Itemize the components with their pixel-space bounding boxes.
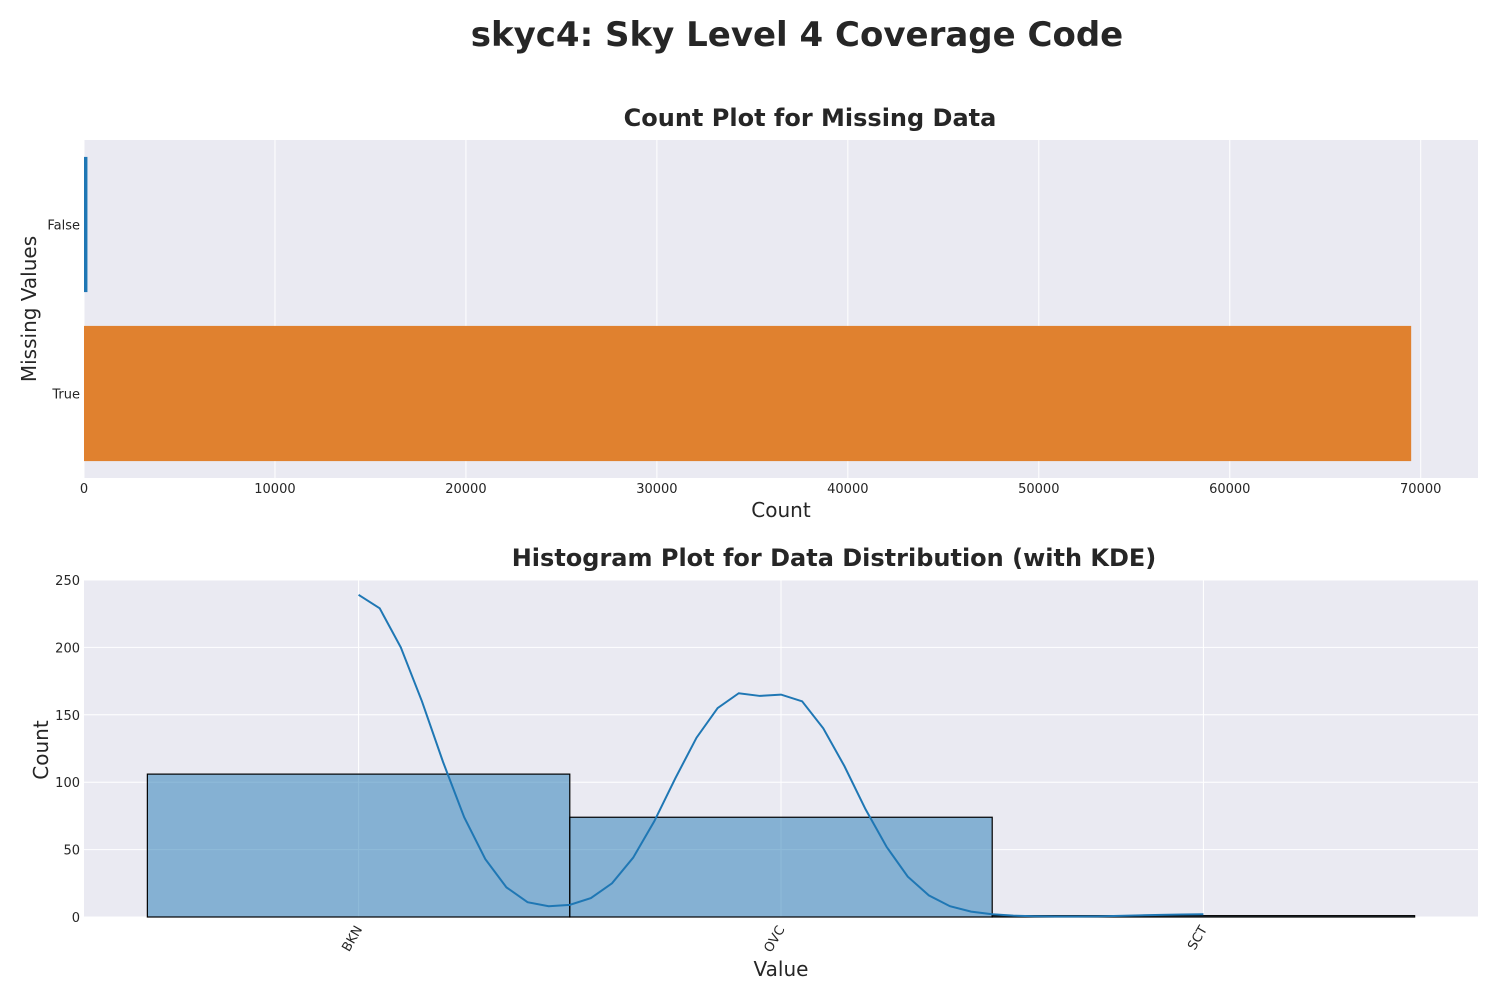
- histogram-kde-line: [358, 593, 1204, 918]
- histogram-x-tick-label: OVC: [761, 924, 788, 956]
- histogram-title: Histogram Plot for Data Distribution (wi…: [512, 544, 1157, 572]
- countplot-x-tick-label: 70000: [1400, 482, 1441, 497]
- histogram-xlabel: Value: [754, 957, 809, 981]
- countplot-x-tick-label: 20000: [445, 482, 486, 497]
- countplot-y-tick-label: False: [47, 219, 80, 234]
- countplot-x-tick-label: 10000: [254, 482, 295, 497]
- countplot-bar-true: [84, 325, 1412, 462]
- histogram-y-tick-label: 50: [63, 844, 80, 859]
- histogram-axes: BKN OVC SCT 0 50 100 150 200 250 Histogram Plot…: [29, 544, 1478, 981]
- countplot-axes: 0 10000 20000 30000 40000 50000 60000 70000 Fal…: [17, 104, 1478, 522]
- histogram-y-ticks: 0 50 100 150 200 250: [55, 574, 80, 926]
- countplot-x-tick-label: 0: [80, 482, 88, 497]
- histogram-x-tick-label: BKN: [339, 924, 366, 955]
- histogram-x-tick-label: SCT: [1185, 923, 1211, 952]
- countplot-xlabel: Count: [751, 498, 811, 522]
- histogram-y-tick-label: 100: [55, 776, 80, 791]
- histogram-bar-ovc: [569, 816, 993, 918]
- countplot-ylabel: Missing Values: [17, 236, 41, 382]
- histogram-bar-sct: [991, 915, 1416, 918]
- countplot-x-ticks: 0 10000 20000 30000 40000 50000 60000 70000: [80, 482, 1442, 497]
- countplot-x-tick-label: 30000: [636, 482, 677, 497]
- countplot-x-tick-label: 60000: [1209, 482, 1250, 497]
- countplot-y-tick-label: True: [51, 388, 80, 403]
- histogram-y-tick-label: 150: [55, 709, 80, 724]
- histogram-bar-bkn: [146, 773, 571, 918]
- countplot-bar-false: [84, 156, 88, 293]
- histogram-y-tick-label: 200: [55, 641, 80, 656]
- histogram-y-tick-label: 250: [55, 574, 80, 589]
- countplot-title: Count Plot for Missing Data: [624, 104, 997, 132]
- countplot-x-tick-label: 50000: [1018, 482, 1059, 497]
- histogram-bars: [146, 773, 1416, 918]
- histogram-ylabel: Count: [29, 720, 53, 780]
- histogram-y-tick-label: 0: [72, 911, 80, 926]
- countplot-x-tick-label: 40000: [827, 482, 868, 497]
- countplot-bars: [84, 156, 1412, 462]
- countplot-y-ticks: False True: [47, 219, 80, 403]
- histogram-x-ticks: BKN OVC SCT: [339, 923, 1210, 955]
- figure-title: skyc4: Sky Level 4 Coverage Code: [471, 15, 1123, 55]
